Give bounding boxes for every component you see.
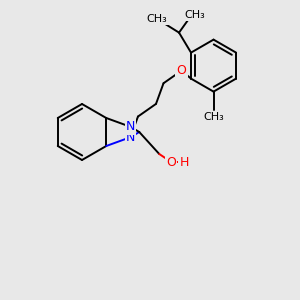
Text: CH₃: CH₃ bbox=[184, 10, 206, 20]
Text: CH₃: CH₃ bbox=[147, 14, 167, 24]
Text: H: H bbox=[180, 155, 189, 169]
Text: O: O bbox=[166, 155, 176, 169]
Text: N: N bbox=[126, 120, 135, 133]
Text: CH₃: CH₃ bbox=[203, 112, 224, 122]
Text: O: O bbox=[177, 64, 187, 77]
Text: N: N bbox=[126, 131, 135, 144]
